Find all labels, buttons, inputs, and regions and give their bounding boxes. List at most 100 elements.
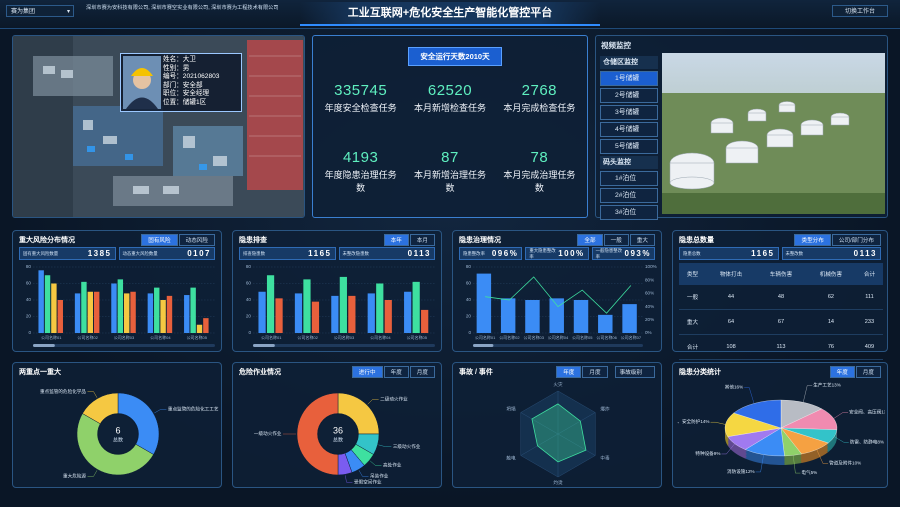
video-item[interactable]: 3#泊位 [600, 205, 658, 220]
chart-panel: 重大风险分布情况 固有风险 动态风险 固有重大风险数量 1385 动态重大风险数量 0107… [12, 230, 222, 352]
scrollbar [253, 344, 435, 347]
field-label: 位置： [163, 98, 183, 106]
table-cell: 409 [855, 334, 883, 360]
center-value: 6 [115, 425, 120, 435]
tab[interactable]: 年度 [829, 366, 855, 378]
scrollbar-thumb[interactable] [33, 344, 55, 347]
kpi: 重大隐患整改率 100% [525, 247, 589, 260]
tab[interactable]: 全部 [577, 234, 603, 246]
x-tick-label: 公司名称07 [621, 334, 642, 340]
group-select[interactable]: 赛为集团 [6, 5, 74, 18]
tab[interactable]: 类型分布 [794, 234, 831, 246]
switch-button[interactable]: 切换工作台 [832, 5, 888, 17]
slice-name: 管道及附件 [829, 460, 852, 467]
person-fields: 姓名：大卫 性别：男 编号：2021062803 部门：安全部 职位：安全经理 位置：储罐… [163, 56, 219, 108]
tab[interactable]: 本月 [409, 234, 435, 246]
radar-label: 灼烫 [553, 479, 563, 485]
video-item[interactable]: 2#泊位 [600, 188, 658, 203]
stat: 62520 本月新增检查任务 [405, 82, 494, 115]
tab-group: 类型分布 公司/部门分布 [794, 234, 881, 246]
y-tick-label: 0% [645, 330, 652, 335]
stat-value: 62520 [427, 82, 473, 99]
video-item[interactable]: 1#泊位 [600, 171, 658, 186]
tab[interactable]: 年度 [383, 366, 409, 378]
slice-label: 一级动火作业 [254, 430, 282, 437]
radar-label: 火灾 [553, 381, 563, 388]
tab[interactable]: 月度 [582, 366, 608, 378]
x-tick-label: 公司名称03 [334, 334, 355, 340]
donut-hole [318, 414, 358, 454]
kpi: 一般隐患整改率 093% [591, 247, 655, 260]
bar [117, 279, 124, 333]
table-row: 一般 44 48 62 111 [679, 285, 883, 310]
kpi-value: 1165 [308, 249, 332, 258]
video-item[interactable]: 2号储罐 [600, 88, 658, 103]
bar [74, 293, 81, 333]
tab-group: 进行中 年度 月度 [351, 366, 435, 378]
pie-slice [76, 413, 154, 476]
video-group: 码头监控 [600, 156, 658, 169]
video-item[interactable]: 1号储罐 [600, 71, 658, 86]
leader-line [87, 470, 98, 477]
field-value: 2021062803 [182, 73, 220, 81]
y-tick-label: 60 [26, 281, 32, 286]
tab[interactable]: 月度 [855, 366, 881, 378]
tab[interactable]: 固有风险 [141, 234, 178, 246]
video-item[interactable]: 4号储罐 [600, 122, 658, 137]
slice-label: 高处作业 [383, 462, 402, 469]
stat-value: 335745 [334, 82, 388, 99]
scrollbar-thumb[interactable] [253, 344, 275, 347]
person-field: 位置：储罐1区 [163, 99, 219, 108]
field-label: 职位： [163, 90, 183, 98]
x-tick-label: 公司名称03 [114, 334, 135, 340]
tab[interactable]: 公司/部门分布 [831, 234, 881, 246]
video-item[interactable]: 5号储罐 [600, 139, 658, 154]
video-item[interactable]: 3号储罐 [600, 105, 658, 120]
safety-stats: 335745 年度安全检查任务 62520 本月新增检查任务 2768 本月完成检查任务 4… [316, 82, 584, 195]
scrollbar-thumb[interactable] [473, 344, 494, 347]
y-tick-label: 0 [248, 330, 251, 335]
video-group: 仓储区监控 [600, 56, 658, 69]
panel-title: 危险作业情况 [239, 369, 281, 376]
person-card: 姓名：大卫 性别：男 编号：2021062803 部门：安全部 职位：安全经理 位置：储罐… [120, 53, 242, 112]
kpi-value: 0113 [407, 249, 431, 258]
y-tick-label: 20 [246, 314, 252, 319]
stat: 4193 年度隐患治理任务数 [316, 149, 405, 195]
tab[interactable]: 重大 [629, 234, 655, 246]
table-cell: 62 [805, 285, 856, 310]
map-view[interactable] [13, 36, 304, 217]
kpi: 隐患整改率 096% [459, 247, 523, 260]
table-cell: 14 [805, 309, 856, 335]
tab[interactable]: 月度 [409, 366, 435, 378]
bar [549, 298, 564, 333]
video-list: 仓储区监控 1号储罐 2号储罐 3号储罐 4号储罐 5号储罐码头监控 1#泊位 2#泊位 3#泊… [600, 54, 658, 222]
tab[interactable]: 年度 [556, 366, 582, 378]
donut-hole [98, 414, 138, 454]
radar-label: 爆炸 [600, 406, 610, 413]
bar [339, 276, 347, 333]
y-tick-label: 80% [645, 277, 654, 282]
leader-line [345, 475, 353, 483]
page-title: 工业互联网+危化安全生产智能化管控平台 [300, 2, 600, 26]
tab-group: 年度 月度 [829, 366, 881, 378]
bar [93, 291, 100, 333]
slice-value: 12% [745, 469, 754, 474]
slice-value: 9% [714, 451, 721, 456]
bar [130, 291, 136, 333]
field-label: 姓名： [163, 56, 183, 63]
slice-value: 13% [881, 410, 885, 415]
leader-line [370, 460, 382, 466]
bar [500, 298, 516, 333]
tab[interactable]: 进行中 [351, 366, 383, 378]
slice-label: 重大危险源 [63, 473, 86, 480]
filter-select[interactable]: 事故级别 [614, 366, 655, 378]
leader-line [833, 412, 849, 419]
video-feed[interactable] [662, 53, 885, 214]
tab[interactable]: 本年 [383, 234, 409, 246]
tab[interactable]: 一般 [603, 234, 629, 246]
y-tick-label: 40 [246, 297, 252, 302]
bar [303, 279, 311, 333]
tab[interactable]: 动态风险 [178, 234, 215, 246]
stat: 78 本月完成治理任务数 [495, 149, 584, 195]
